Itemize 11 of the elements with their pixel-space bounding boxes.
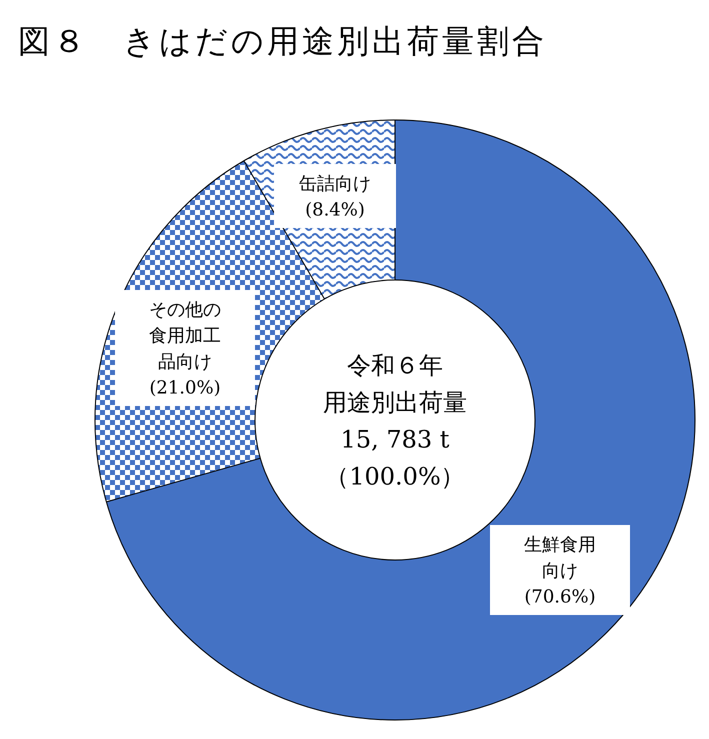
data-label: (21.0%) (149, 378, 221, 398)
chart-title: 図８ きはだの用途別出荷量割合 (18, 22, 547, 60)
text: 用途別出荷量 (323, 388, 467, 416)
data-label: (8.4%) (305, 200, 365, 220)
text: 15, 783 t (340, 426, 450, 454)
text: 令和６年 (347, 352, 443, 380)
slice-label: その他の食用加工品向け (149, 300, 221, 372)
text: （100.0%） (325, 462, 465, 490)
data-label: (70.6%) (524, 586, 596, 608)
slice-label: 生鮮食用向け (524, 534, 596, 582)
slice-label: 缶詰向け (299, 174, 371, 194)
